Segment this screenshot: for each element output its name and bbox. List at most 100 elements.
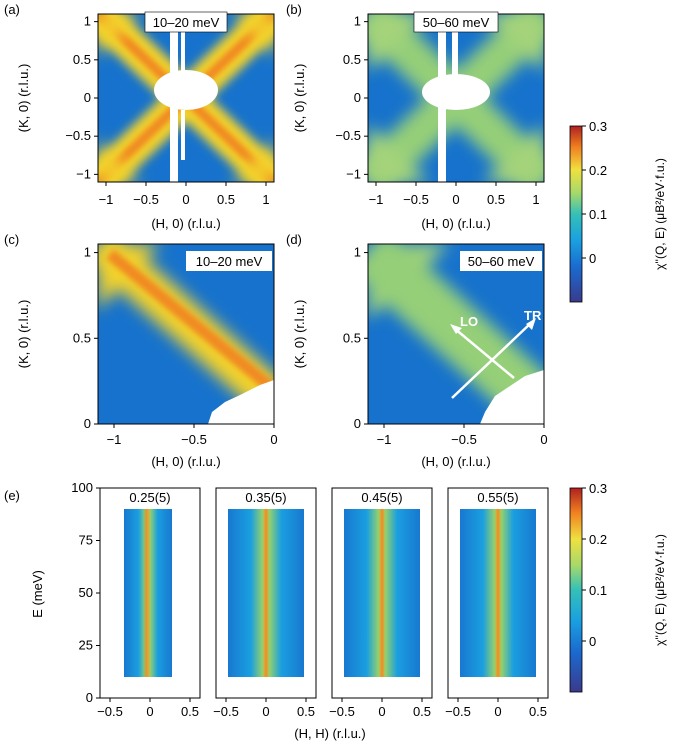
x-tick-label: 0.5: [181, 704, 199, 719]
y-tick-label: −0.5: [335, 128, 361, 143]
panel-letter-b: (b): [286, 2, 302, 17]
spectrum-panel: 0.25(5) −0.5 0 0.5: [97, 487, 201, 719]
x-axis-label-e: (H, H) (r.l.u.): [294, 726, 366, 741]
x-tick-label: −0.5: [213, 704, 239, 719]
energy-label-d: 50–60 meV: [468, 254, 535, 269]
spectrum-panel: 0.55(5) −0.5 0 0.5: [445, 487, 549, 719]
colorbar-bottom: 0.3 0.2 0.1 0 χ''(Q, E) (μB²/eV·f.u.): [569, 481, 667, 693]
arrow-label-lo: LO: [460, 314, 478, 329]
energy-label-a: 10–20 meV: [153, 15, 220, 30]
panel-d: 50–60 meV (d) LO TR: [286, 232, 545, 425]
x-tick-label: 0: [494, 704, 501, 719]
arrow-lo: [450, 324, 515, 379]
spectrum-panel-title: 0.25(5): [129, 490, 170, 505]
x-tick-label: −0.5: [97, 704, 123, 719]
colorbar-tick-label: 0: [589, 634, 596, 649]
panel-e: (e) 0.25(5)−0.5 0 0.50.35(5)−0.5 0 0.50.45(5…: [4, 487, 549, 719]
y-axis-label-c: (K, 0) (r.l.u.): [16, 300, 31, 369]
x-tick-label: −0.5: [403, 192, 429, 207]
x-tick-label: 0: [146, 704, 153, 719]
y-tick-label: 1: [84, 245, 91, 260]
x-tick-label: −1: [369, 192, 384, 207]
colorbar-tick-label: 0: [589, 251, 596, 266]
y-tick-label: −0.5: [65, 128, 91, 143]
colorbar-top: 0.3 0.2 0.1 0 χ''(Q, E) (μB²/eV·f.u.): [569, 119, 667, 303]
y-tick-label: 0: [354, 90, 361, 105]
panel-c-heatmap: [98, 244, 274, 424]
panel-c: 10–20 meV (c): [4, 232, 275, 425]
panel-b-heatmap: [368, 14, 544, 182]
y-tick-label: 50: [79, 585, 93, 600]
colorbar-tick-label: 0.2: [589, 532, 607, 547]
y-tick-label: 1: [354, 245, 361, 260]
colorbar-label-bottom: χ''(Q, E) (μB²/eV·f.u.): [653, 534, 667, 646]
x-tick-label: 0: [182, 192, 189, 207]
y-tick-label: 0: [84, 416, 91, 431]
y-tick-label: 1: [354, 14, 361, 29]
arrow-label-tr: TR: [524, 308, 542, 323]
spectrum-intensity: [124, 509, 172, 677]
panel-b: 50–60 meV (b): [286, 2, 545, 183]
y-tick-label: −1: [76, 166, 91, 181]
spectrum-panel: 0.35(5) −0.5 0 0.5: [213, 487, 317, 719]
panel-letter-e: (e): [4, 488, 20, 503]
y-tick-label: 0: [86, 690, 93, 705]
y-tick-label: −1: [346, 166, 361, 181]
panel-letter-c: (c): [4, 232, 19, 247]
spectrum-panel-title: 0.35(5): [245, 490, 286, 505]
panel-e-spectra: 0.25(5) −0.5 0 0.5 0.35(5) −0.5 0 0.5 0.45(5) −0.…: [97, 487, 549, 719]
colorbar-tick-label: 0.1: [589, 583, 607, 598]
y-tick-label: 0.5: [73, 330, 91, 345]
x-tick-label: −0.5: [329, 704, 355, 719]
x-tick-label: 0: [378, 704, 385, 719]
y-axis-label-a: (K, 0) (r.l.u.): [16, 64, 31, 133]
panel-a-heatmap: [98, 14, 274, 182]
colorbar-tick-label: 0.2: [589, 163, 607, 178]
y-axis-label-e: E (meV): [30, 570, 45, 618]
x-tick-label: −0.5: [451, 432, 477, 447]
x-tick-label: 0: [270, 432, 277, 447]
y-tick-label: 100: [71, 480, 93, 495]
x-tick-label: −0.5: [445, 704, 471, 719]
spectrum-panel-title: 0.55(5): [477, 490, 518, 505]
axis-ticks: −1 −0.5 0 0.5 1 −1 −0.5 0 0.5 1 1 0.5 0 −0.5 −1 1 0.5 0 −0…: [65, 14, 547, 705]
energy-label-b: 50–60 meV: [423, 15, 490, 30]
x-tick-label: −1: [107, 432, 122, 447]
y-axis-label-b: (K, 0) (r.l.u.): [292, 64, 307, 133]
x-tick-label: 0.5: [217, 192, 235, 207]
x-tick-label: −1: [99, 192, 114, 207]
y-tick-label: 0: [354, 416, 361, 431]
panel-letter-d: (d): [286, 232, 302, 247]
x-tick-label: −0.5: [181, 432, 207, 447]
x-tick-label: 0.5: [529, 704, 547, 719]
y-tick-label: 75: [79, 533, 93, 548]
x-axis-label-b: (H, 0) (r.l.u.): [421, 216, 490, 231]
y-tick-label: 25: [79, 638, 93, 653]
x-tick-label: 0.5: [487, 192, 505, 207]
x-axis-label-d: (H, 0) (r.l.u.): [421, 454, 490, 469]
x-tick-label: 0.5: [413, 704, 431, 719]
colorbar-tick-label: 0.1: [589, 207, 607, 222]
energy-label-c: 10–20 meV: [196, 254, 263, 269]
y-axis-label-d: (K, 0) (r.l.u.): [292, 300, 307, 369]
y-tick-label: 1: [84, 14, 91, 29]
x-tick-label: 0: [452, 192, 459, 207]
spectrum-panel: 0.45(5) −0.5 0 0.5: [329, 487, 433, 719]
colorbar-tick-label: 0.3: [589, 119, 607, 134]
colorbar-tick-label: 0.3: [589, 481, 607, 496]
y-tick-label: 0: [84, 90, 91, 105]
x-tick-label: −0.5: [133, 192, 159, 207]
panel-a: 10–20 meV (a): [4, 2, 275, 183]
x-tick-label: 1: [262, 192, 269, 207]
x-tick-label: 0: [540, 432, 547, 447]
colorbar-label-top: χ''(Q, E) (μB²/eV·f.u.): [653, 158, 667, 270]
x-tick-label: 0.5: [297, 704, 315, 719]
y-tick-label: 0.5: [343, 330, 361, 345]
arrow-tr: [451, 318, 536, 399]
x-tick-label: −1: [377, 432, 392, 447]
x-tick-label: 0: [262, 704, 269, 719]
x-axis-label-a: (H, 0) (r.l.u.): [151, 216, 220, 231]
panel-letter-a: (a): [4, 2, 20, 17]
y-tick-label: 0.5: [343, 52, 361, 67]
